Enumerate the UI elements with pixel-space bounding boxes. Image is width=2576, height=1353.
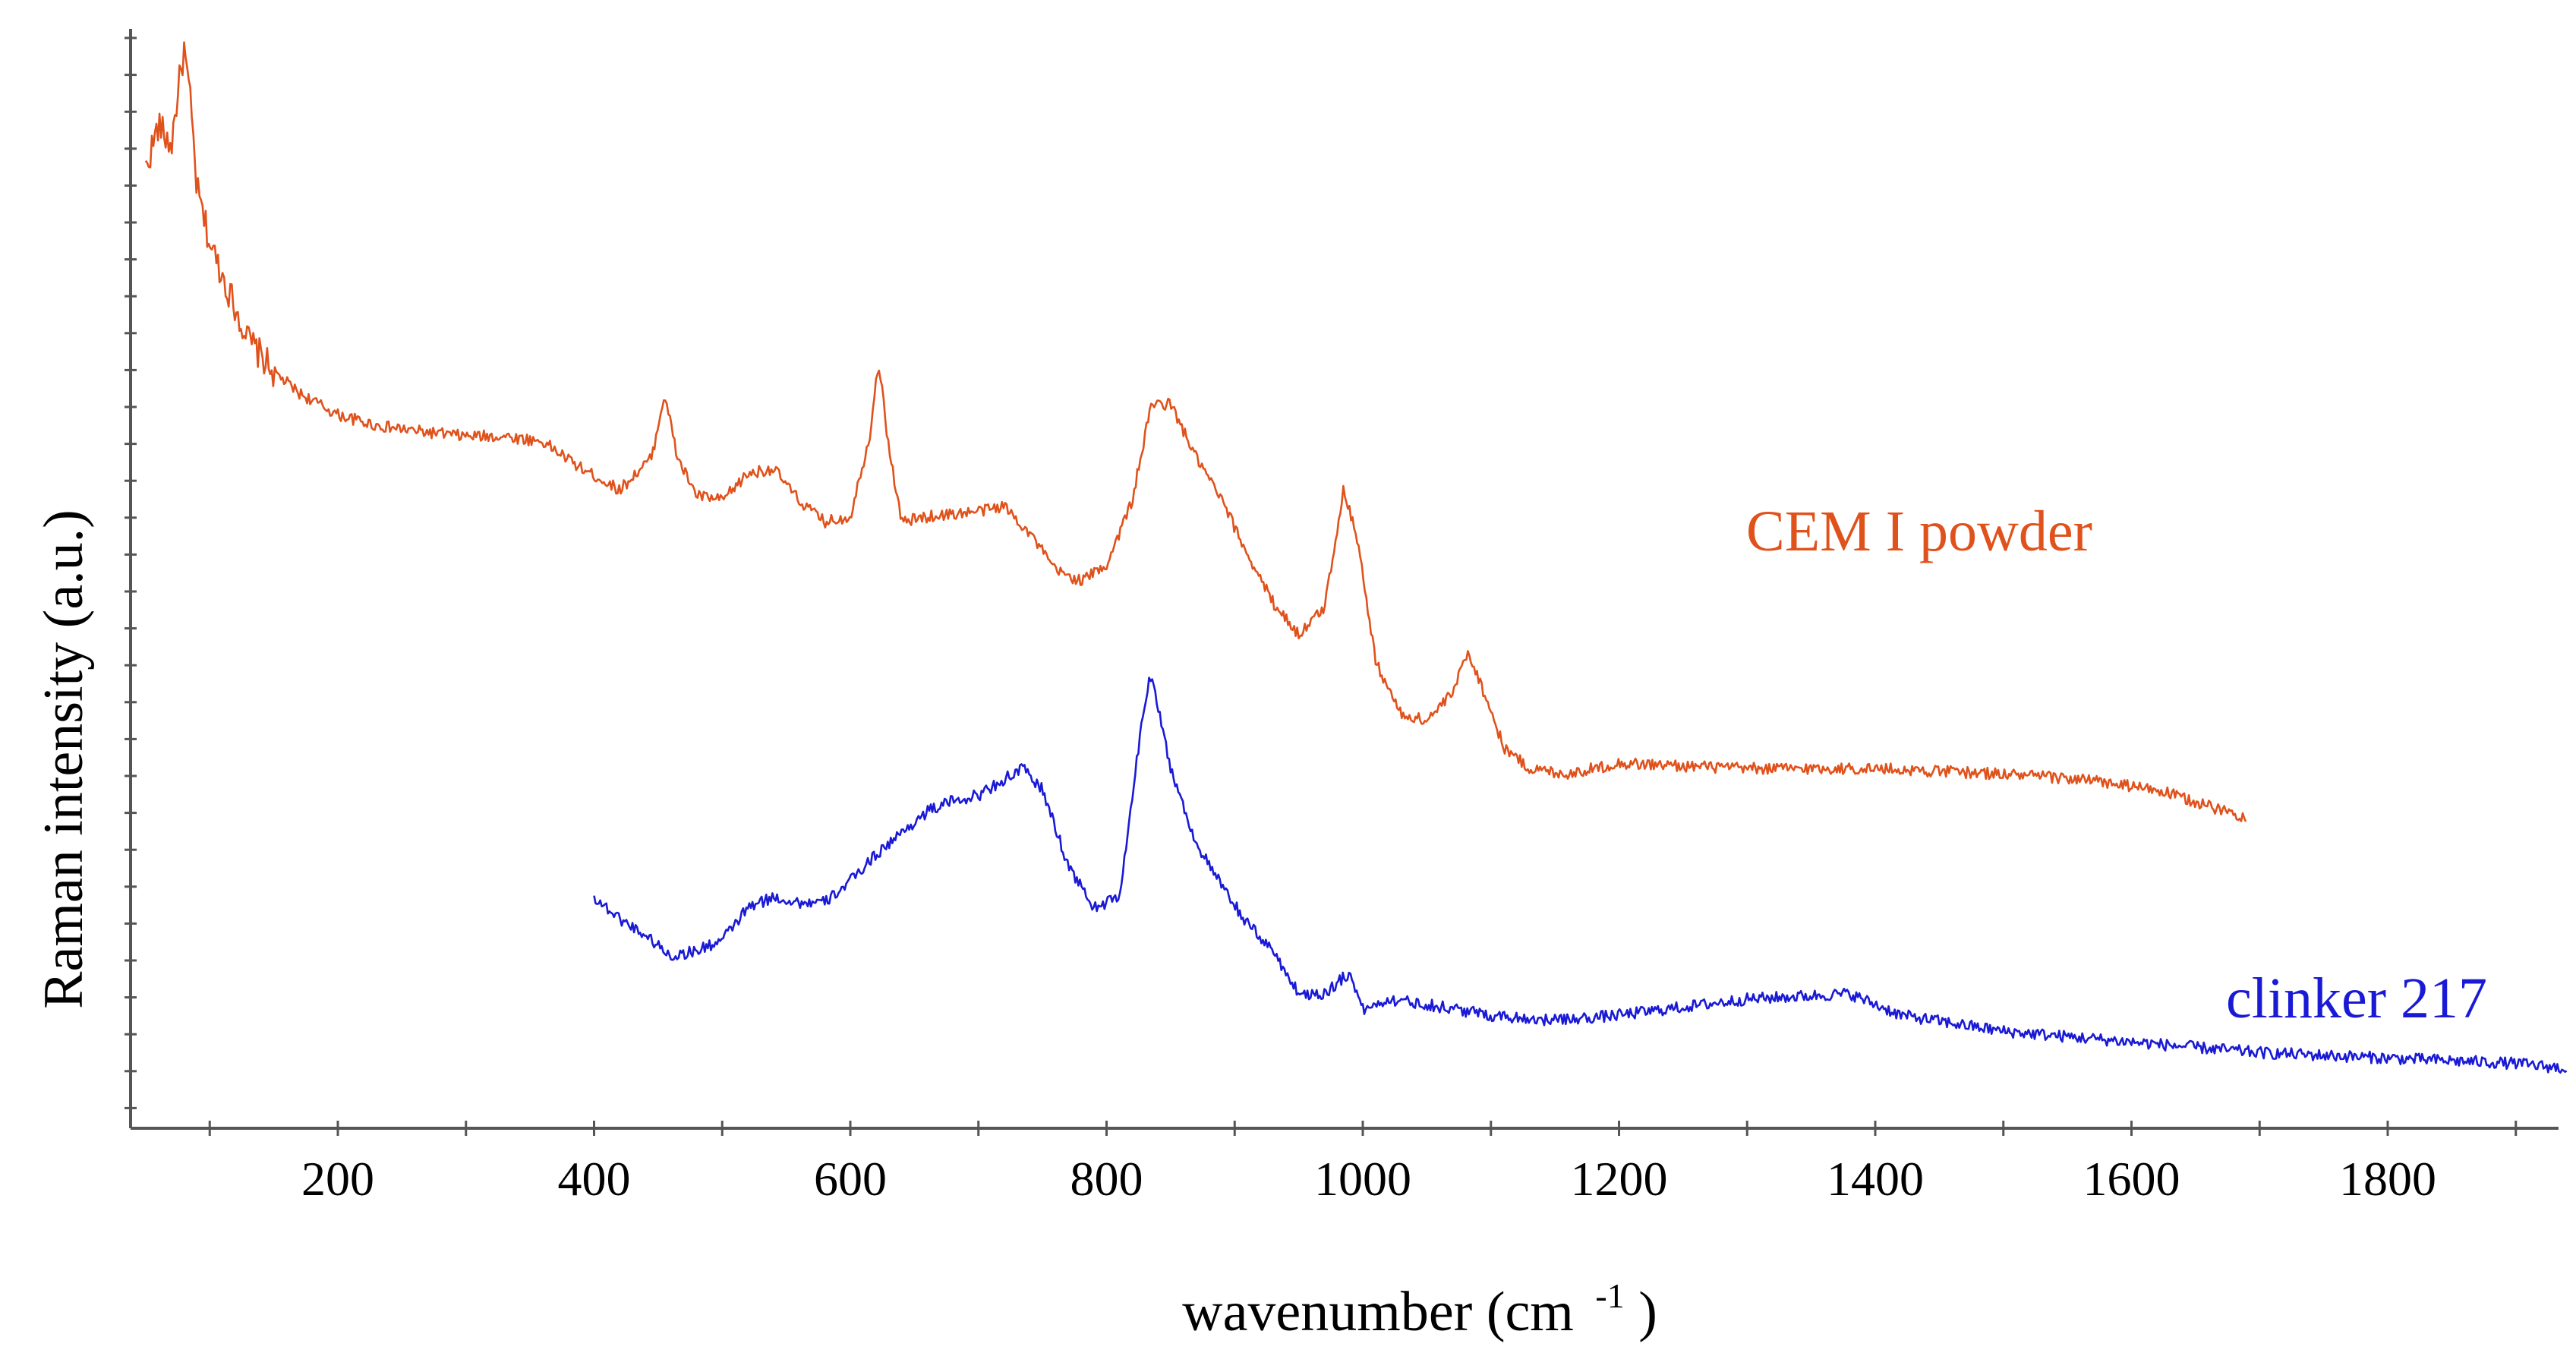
y-axis-minor-ticks — [125, 36, 137, 1109]
x-axis-ticks: 200 400 600 800 1000 1200 1400 1600 1800 — [208, 1121, 2518, 1206]
y-axis-title: Raman intensity (a.u.) — [33, 509, 95, 1009]
x-tick-label: 1400 — [1827, 1152, 1924, 1206]
x-tick-label: 1600 — [2083, 1152, 2180, 1206]
x-axis-title: wavenumber (cm -1 ) — [1182, 1258, 1657, 1343]
x-tick-label: 1800 — [2339, 1152, 2436, 1206]
series-line-clinker-217 — [593, 676, 2568, 1074]
series-label-cem-i-powder: CEM I powder — [1746, 500, 2092, 563]
x-axis-title-close: ) — [1638, 1281, 1657, 1343]
x-axis-title-superscript: -1 — [1595, 1276, 1624, 1315]
x-tick-label: 200 — [301, 1152, 374, 1206]
x-tick-label: 800 — [1070, 1152, 1143, 1206]
x-tick-label: 1200 — [1571, 1152, 1668, 1206]
x-axis-title-main: wavenumber (cm — [1182, 1281, 1574, 1343]
x-tick-label: 600 — [814, 1152, 887, 1206]
x-tick-label: 1000 — [1314, 1152, 1411, 1206]
series-line-cem-i-powder — [144, 41, 2247, 822]
x-tick-label: 400 — [558, 1152, 631, 1206]
series-layer — [144, 41, 2568, 1074]
series-label-clinker-217: clinker 217 — [2226, 967, 2487, 1030]
